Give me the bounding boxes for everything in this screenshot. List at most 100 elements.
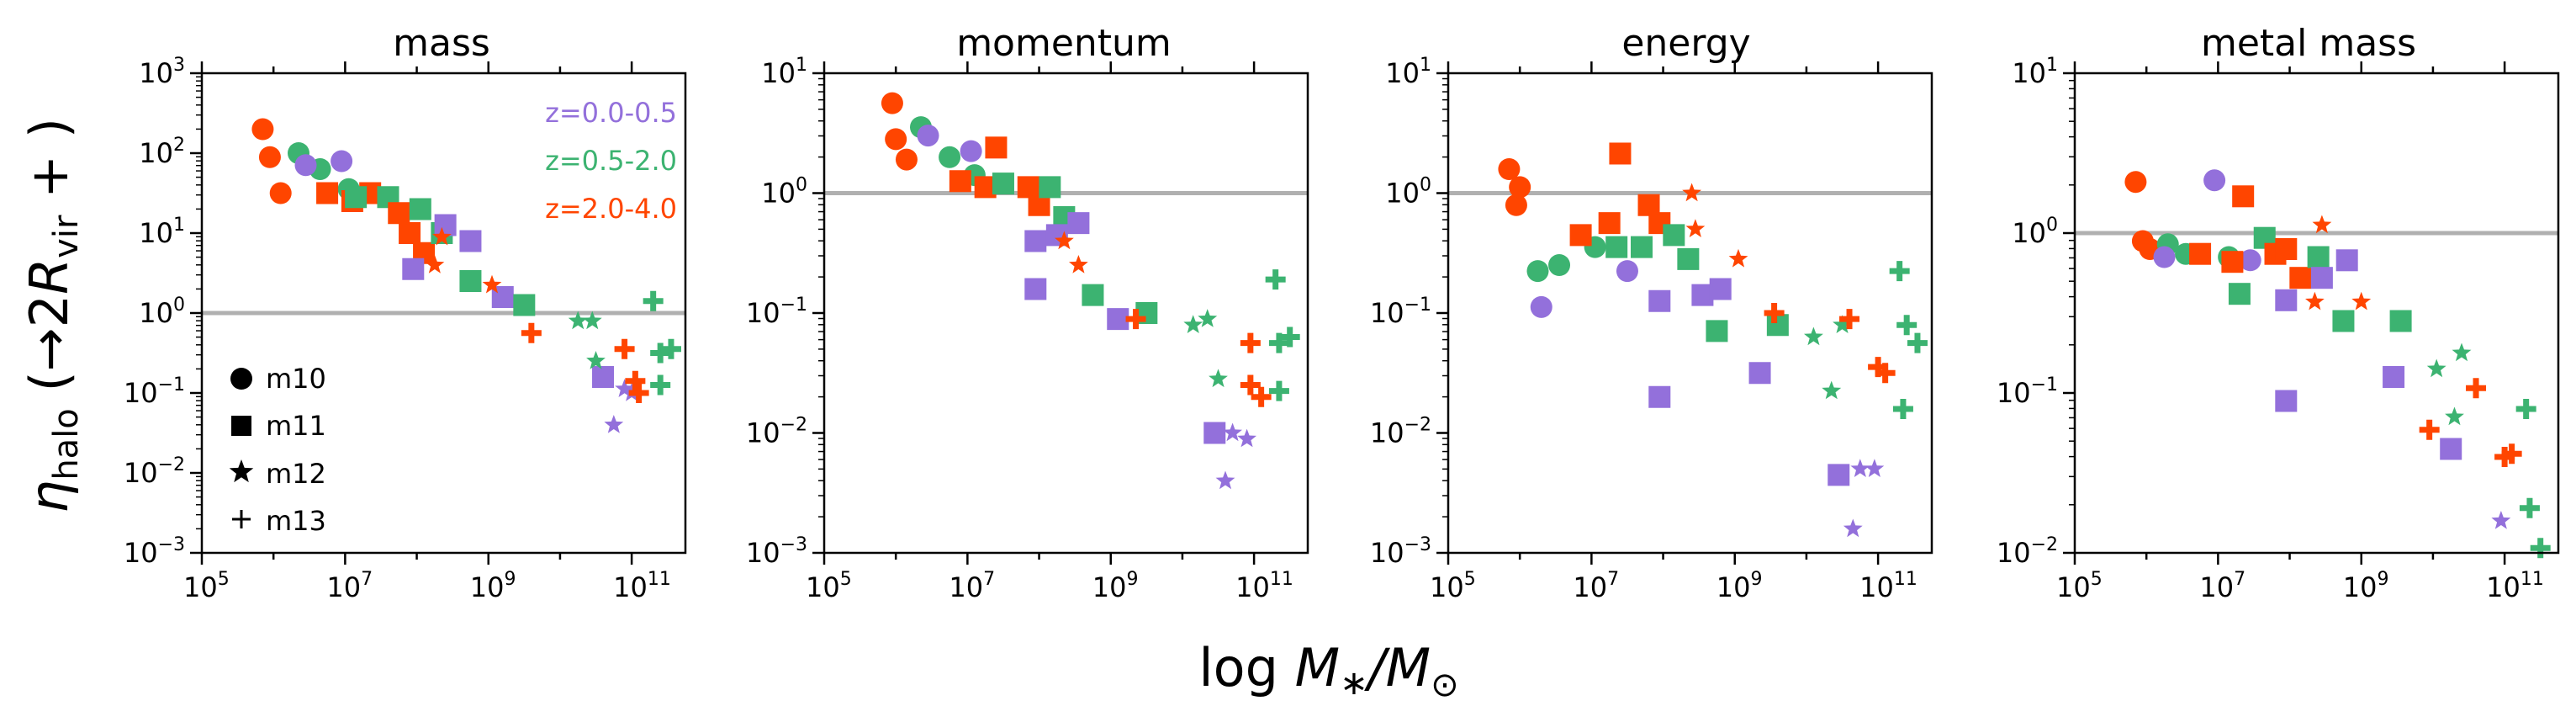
point-circle <box>2153 246 2176 268</box>
point-square <box>2228 283 2251 305</box>
point-star <box>1069 255 1088 273</box>
panel-mass: 105 107 109 1011 10−3 10−2 10−1 100 101 102 103 <box>124 55 687 603</box>
point-plus <box>521 322 542 343</box>
x-tick-label: 107 <box>2199 569 2245 603</box>
point-circle <box>1509 176 1531 199</box>
point-square <box>1648 289 1671 312</box>
point-plus <box>2419 419 2440 440</box>
point-star <box>2452 342 2472 362</box>
point-plus <box>1889 261 1910 282</box>
point-plus <box>1265 269 1286 290</box>
point-star <box>2491 511 2511 529</box>
point-star <box>2445 406 2464 426</box>
legend-plus-marker-icon <box>232 510 251 528</box>
point-plus <box>1125 309 1146 330</box>
point-circle <box>939 146 961 168</box>
point-square <box>459 230 482 252</box>
point-circle <box>1526 260 1549 283</box>
point-star <box>2426 358 2446 378</box>
point-square <box>1598 212 1621 235</box>
point-circle <box>1505 194 1527 216</box>
point-plus <box>2466 378 2487 399</box>
point-star <box>1843 518 1863 538</box>
y-tick-label: 10−1 <box>746 295 807 329</box>
x-tick-label: 105 <box>2056 569 2103 603</box>
y-tick-label: 10−1 <box>124 374 185 409</box>
point-square <box>592 366 615 388</box>
point-square <box>388 202 410 225</box>
x-tick-label: 105 <box>183 569 230 603</box>
point-star <box>604 415 624 433</box>
point-square <box>1766 314 1789 337</box>
panel-momentum: 105 107 109 1011 10−3 10−2 10−1 100 101 <box>746 55 1309 603</box>
point-plus <box>1240 374 1261 396</box>
point-circle <box>258 146 281 168</box>
y-tick-label: 10−2 <box>1370 415 1431 449</box>
point-circle <box>881 92 903 114</box>
point-square <box>2310 267 2333 289</box>
point-plus <box>1892 399 1913 419</box>
point-circle <box>885 128 907 151</box>
point-square <box>1203 422 1226 444</box>
y-tick-label: 100 <box>2012 215 2058 249</box>
point-star <box>1055 231 1074 250</box>
panel-title-mass: mass <box>393 22 490 65</box>
point-plus <box>1907 332 1928 353</box>
point-plus <box>2501 443 2522 465</box>
point-circle <box>251 118 274 141</box>
point-square <box>985 136 1008 159</box>
point-circle <box>2203 169 2226 192</box>
point-circle <box>1498 158 1521 180</box>
point-square <box>1663 224 1685 247</box>
point-star <box>1682 183 1701 202</box>
point-plus <box>1896 315 1917 336</box>
point-plus <box>625 370 646 391</box>
point-square <box>1677 247 1700 270</box>
x-tick-label: 107 <box>1573 569 1619 603</box>
point-plus <box>650 374 671 396</box>
point-square <box>1828 464 1850 486</box>
point-star <box>1685 219 1706 237</box>
legend-redshift-low: z=0.0-0.5 <box>545 97 677 129</box>
point-square <box>1569 224 1592 247</box>
x-tick-label: 109 <box>1092 569 1139 603</box>
y-tick-label: 10−3 <box>124 534 185 569</box>
y-tick-label: 102 <box>139 135 185 169</box>
point-circle <box>2124 171 2147 194</box>
panel-energy: 105 107 109 1011 10−3 10−2 10−1 100 101 <box>1370 55 1933 603</box>
y-tick-label: 10−3 <box>746 534 807 569</box>
y-tick-label: 10−1 <box>1370 295 1431 329</box>
point-square <box>949 170 971 193</box>
point-square <box>1039 176 1061 199</box>
y-tick-label: 10−2 <box>124 454 185 489</box>
point-circle <box>269 182 292 204</box>
legend-redshift-mid: z=0.5-2.0 <box>545 145 677 177</box>
point-square <box>2221 251 2244 273</box>
point-square <box>2307 246 2330 268</box>
point-square <box>1706 320 1728 342</box>
x-tick-label: 1011 <box>613 569 671 603</box>
point-plus <box>1240 332 1261 353</box>
point-square <box>434 214 457 236</box>
panel-title-energy: energy <box>1621 22 1750 65</box>
point-plus <box>2519 497 2540 518</box>
legend-circle-marker-icon <box>230 368 252 390</box>
point-circle <box>917 125 939 147</box>
x-tick-label: 109 <box>470 569 516 603</box>
y-tick-label: 101 <box>139 215 185 249</box>
x-tick-label: 105 <box>1430 569 1476 603</box>
point-star <box>1183 315 1203 333</box>
point-star <box>1223 422 1242 442</box>
point-square <box>513 294 536 316</box>
point-square <box>2440 438 2462 460</box>
point-square <box>409 198 431 220</box>
point-square <box>2289 267 2312 289</box>
y-tick-label: 100 <box>761 175 807 210</box>
point-square <box>1748 362 1771 385</box>
axes-frame <box>1447 72 1933 555</box>
panel-metal-mass: 105 107 109 1011 10−2 10−1 100 101 <box>1997 55 2560 603</box>
point-star <box>1833 315 1852 333</box>
point-square <box>1709 278 1732 300</box>
legend-marker-m11: m11 <box>266 410 326 442</box>
